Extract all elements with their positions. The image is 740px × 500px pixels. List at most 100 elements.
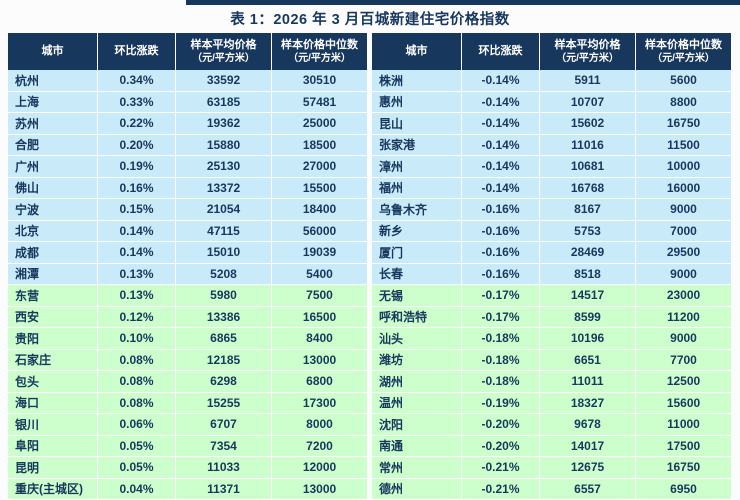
- median-price-cell: 12000: [272, 457, 368, 479]
- column-header-label: 环比涨跌: [115, 44, 159, 58]
- change-cell: 0.33%: [98, 92, 176, 114]
- change-cell: -0.16%: [462, 199, 540, 221]
- change-cell: 0.12%: [98, 307, 176, 329]
- avg-price-cell: 15880: [176, 135, 272, 157]
- change-cell: -0.18%: [462, 350, 540, 372]
- change-cell: -0.20%: [462, 436, 540, 458]
- avg-price-cell: 21054: [176, 199, 272, 221]
- city-cell: 佛山: [8, 178, 98, 200]
- median-price-cell: 10000: [636, 156, 732, 178]
- column-header-unit: （元/平方米）: [288, 52, 351, 65]
- city-cell: 苏州: [8, 113, 98, 135]
- column-header-avg-price: 样本平均价格 （元/平方米）: [176, 33, 272, 70]
- median-price-cell: 56000: [272, 221, 368, 243]
- avg-price-cell: 11033: [176, 457, 272, 479]
- city-cell: 惠州: [372, 92, 462, 114]
- avg-price-cell: 47115: [176, 221, 272, 243]
- city-cell: 宁波: [8, 199, 98, 221]
- city-cell: 潍坊: [372, 350, 462, 372]
- change-cell: 0.10%: [98, 328, 176, 350]
- city-cell: 漳州: [372, 156, 462, 178]
- avg-price-cell: 6651: [540, 350, 636, 372]
- median-price-cell: 27000: [272, 156, 368, 178]
- city-cell: 沈阳: [372, 414, 462, 436]
- city-cell: 张家港: [372, 135, 462, 157]
- median-price-cell: 18400: [272, 199, 368, 221]
- avg-price-cell: 15602: [540, 113, 636, 135]
- city-cell: 阜阳: [8, 436, 98, 458]
- column-header-label: 样本价格中位数: [645, 38, 722, 52]
- change-cell: 0.04%: [98, 479, 176, 500]
- change-cell: -0.21%: [462, 479, 540, 500]
- city-cell: 昆山: [372, 113, 462, 135]
- change-cell: -0.14%: [462, 92, 540, 114]
- change-cell: 0.20%: [98, 135, 176, 157]
- column-header-city: 城市: [8, 33, 98, 70]
- change-cell: -0.14%: [462, 178, 540, 200]
- median-price-cell: 9000: [636, 199, 732, 221]
- median-price-cell: 16500: [272, 307, 368, 329]
- median-price-cell: 16000: [636, 178, 732, 200]
- avg-price-cell: 28469: [540, 242, 636, 264]
- city-cell: 德州: [372, 479, 462, 500]
- median-price-cell: 16750: [636, 113, 732, 135]
- avg-price-cell: 11011: [540, 371, 636, 393]
- column-header-label: 样本平均价格: [191, 38, 257, 52]
- city-cell: 长春: [372, 264, 462, 286]
- change-cell: -0.17%: [462, 307, 540, 329]
- change-cell: -0.16%: [462, 221, 540, 243]
- avg-price-cell: 11016: [540, 135, 636, 157]
- change-cell: 0.06%: [98, 414, 176, 436]
- column-header-city: 城市: [372, 33, 462, 70]
- avg-price-cell: 5911: [540, 70, 636, 92]
- avg-price-cell: 19362: [176, 113, 272, 135]
- city-cell: 乌鲁木齐: [372, 199, 462, 221]
- column-header-label: 样本价格中位数: [281, 38, 358, 52]
- change-cell: 0.15%: [98, 199, 176, 221]
- city-cell: 上海: [8, 92, 98, 114]
- avg-price-cell: 6557: [540, 479, 636, 500]
- median-price-cell: 16750: [636, 457, 732, 479]
- median-price-cell: 19039: [272, 242, 368, 264]
- median-price-cell: 6800: [272, 371, 368, 393]
- avg-price-cell: 15010: [176, 242, 272, 264]
- change-cell: -0.18%: [462, 371, 540, 393]
- avg-price-cell: 10681: [540, 156, 636, 178]
- median-price-cell: 11500: [636, 135, 732, 157]
- avg-price-cell: 5980: [176, 285, 272, 307]
- column-header-label: 城市: [42, 44, 64, 58]
- avg-price-cell: 14017: [540, 436, 636, 458]
- city-cell: 常州: [372, 457, 462, 479]
- city-cell: 温州: [372, 393, 462, 415]
- price-table: 城市 环比涨跌 样本平均价格 （元/平方米） 样本价格中位数 （元/平方米） 杭…: [8, 33, 368, 500]
- avg-price-cell: 15255: [176, 393, 272, 415]
- avg-price-cell: 10196: [540, 328, 636, 350]
- column-header-avg-price: 样本平均价格 （元/平方米）: [540, 33, 636, 70]
- median-price-cell: 13000: [272, 350, 368, 372]
- table-title: 表 1：2026 年 3 月百城新建住宅价格指数: [0, 8, 740, 29]
- median-price-cell: 15500: [272, 178, 368, 200]
- change-cell: -0.14%: [462, 70, 540, 92]
- city-cell: 包头: [8, 371, 98, 393]
- city-cell: 株洲: [372, 70, 462, 92]
- median-price-cell: 12500: [636, 371, 732, 393]
- avg-price-cell: 5208: [176, 264, 272, 286]
- column-header-change: 环比涨跌: [462, 33, 540, 70]
- change-cell: -0.14%: [462, 135, 540, 157]
- median-price-cell: 8800: [636, 92, 732, 114]
- median-price-cell: 7000: [636, 221, 732, 243]
